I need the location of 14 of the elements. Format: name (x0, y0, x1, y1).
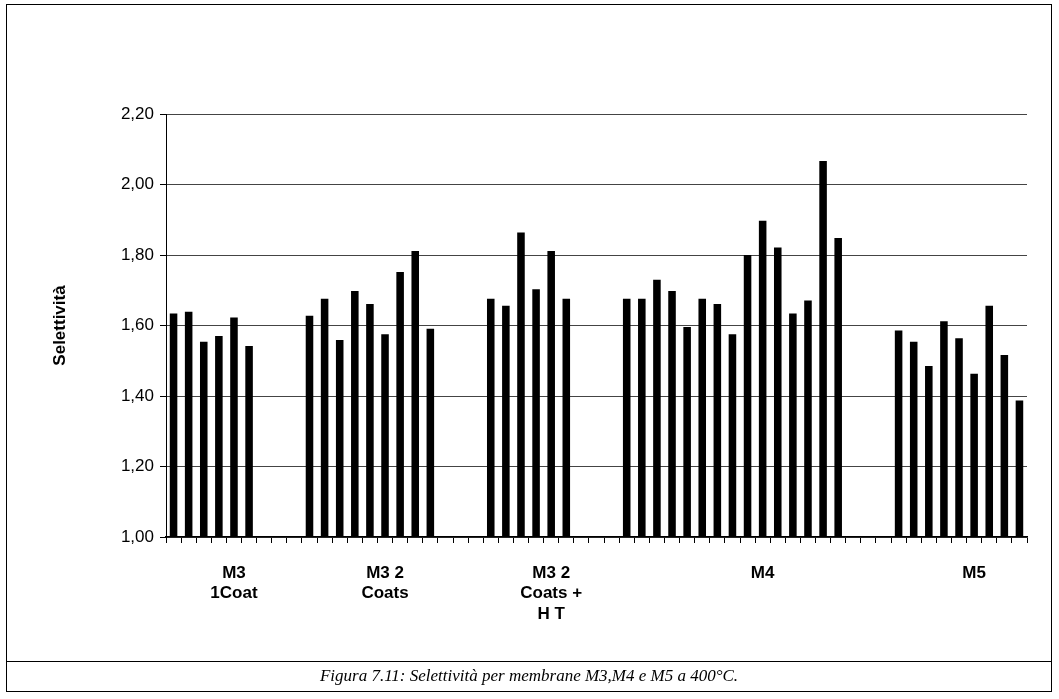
x-tick-label: M3 2 Coats (361, 562, 409, 603)
y-tick-label: 1,20 (120, 456, 154, 476)
x-tick-label: M3 1Coat (210, 562, 258, 603)
x-tick-label: M4 (750, 562, 776, 582)
y-tick-label: 1,00 (120, 526, 154, 546)
text: Figura 7.11: Selettività per membrane M3,M4 e M5 a 400°C. (6, 661, 1052, 692)
x-tick-label: M5 (962, 562, 986, 582)
y-tick-label: 2,20 (120, 103, 154, 123)
y-tick-label: 1,40 (120, 385, 154, 405)
y-axis-title: Selettività (49, 284, 69, 366)
x-tick-label: M3 2 Coats + H T (520, 562, 583, 623)
y-tick-label: 1,60 (120, 315, 154, 335)
y-tick-label: 2,00 (120, 174, 154, 194)
y-tick-label: 1,80 (120, 244, 154, 264)
